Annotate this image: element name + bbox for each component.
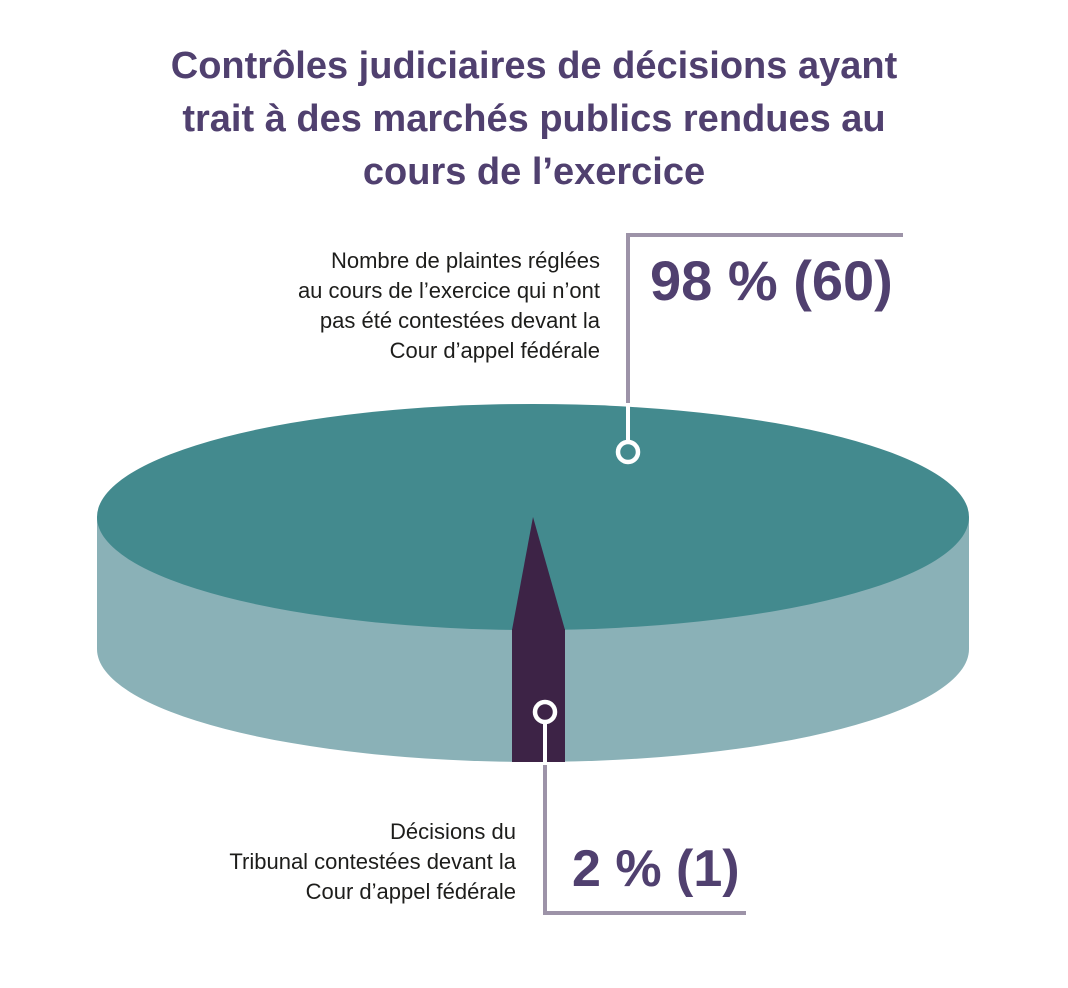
callout-minor-label-line: Cour d’appel fédérale [305, 879, 516, 904]
pie-top-minor-slice [512, 517, 565, 630]
marker-minor-icon [532, 699, 558, 725]
pie-side-minor-slice [512, 629, 565, 762]
chart-title: Contrôles judiciaires de décisions ayant… [60, 40, 1008, 199]
title-line-2: trait à des marchés publics rendues au [182, 98, 886, 140]
callout-minor-value: 2 % (1) [572, 840, 740, 898]
callout-minor-label-line: Tribunal contestées devant la [229, 849, 516, 874]
callout-main-label-line: au cours de l’exercice qui n’ont [297, 278, 600, 303]
callout-main-label: Nombre de plaintes réglées au cours de l… [180, 246, 600, 366]
title-line-3: cours de l’exercice [362, 151, 706, 193]
title-line-1: Contrôles judiciaires de décisions ayant [170, 45, 898, 87]
marker-main-icon [615, 439, 641, 465]
callout-main-value: 98 % (60) [650, 249, 893, 312]
callout-minor-label-line: Décisions du [390, 819, 516, 844]
callout-main-label-line: pas été contestées devant la [319, 308, 600, 333]
callout-minor-label: Décisions du Tribunal contestées devant … [110, 817, 516, 907]
leader-line-main [626, 233, 903, 403]
callout-main-label-line: Cour d’appel fédérale [389, 338, 600, 363]
callout-main-label-line: Nombre de plaintes réglées [330, 248, 600, 273]
leader-line-minor [543, 765, 746, 915]
